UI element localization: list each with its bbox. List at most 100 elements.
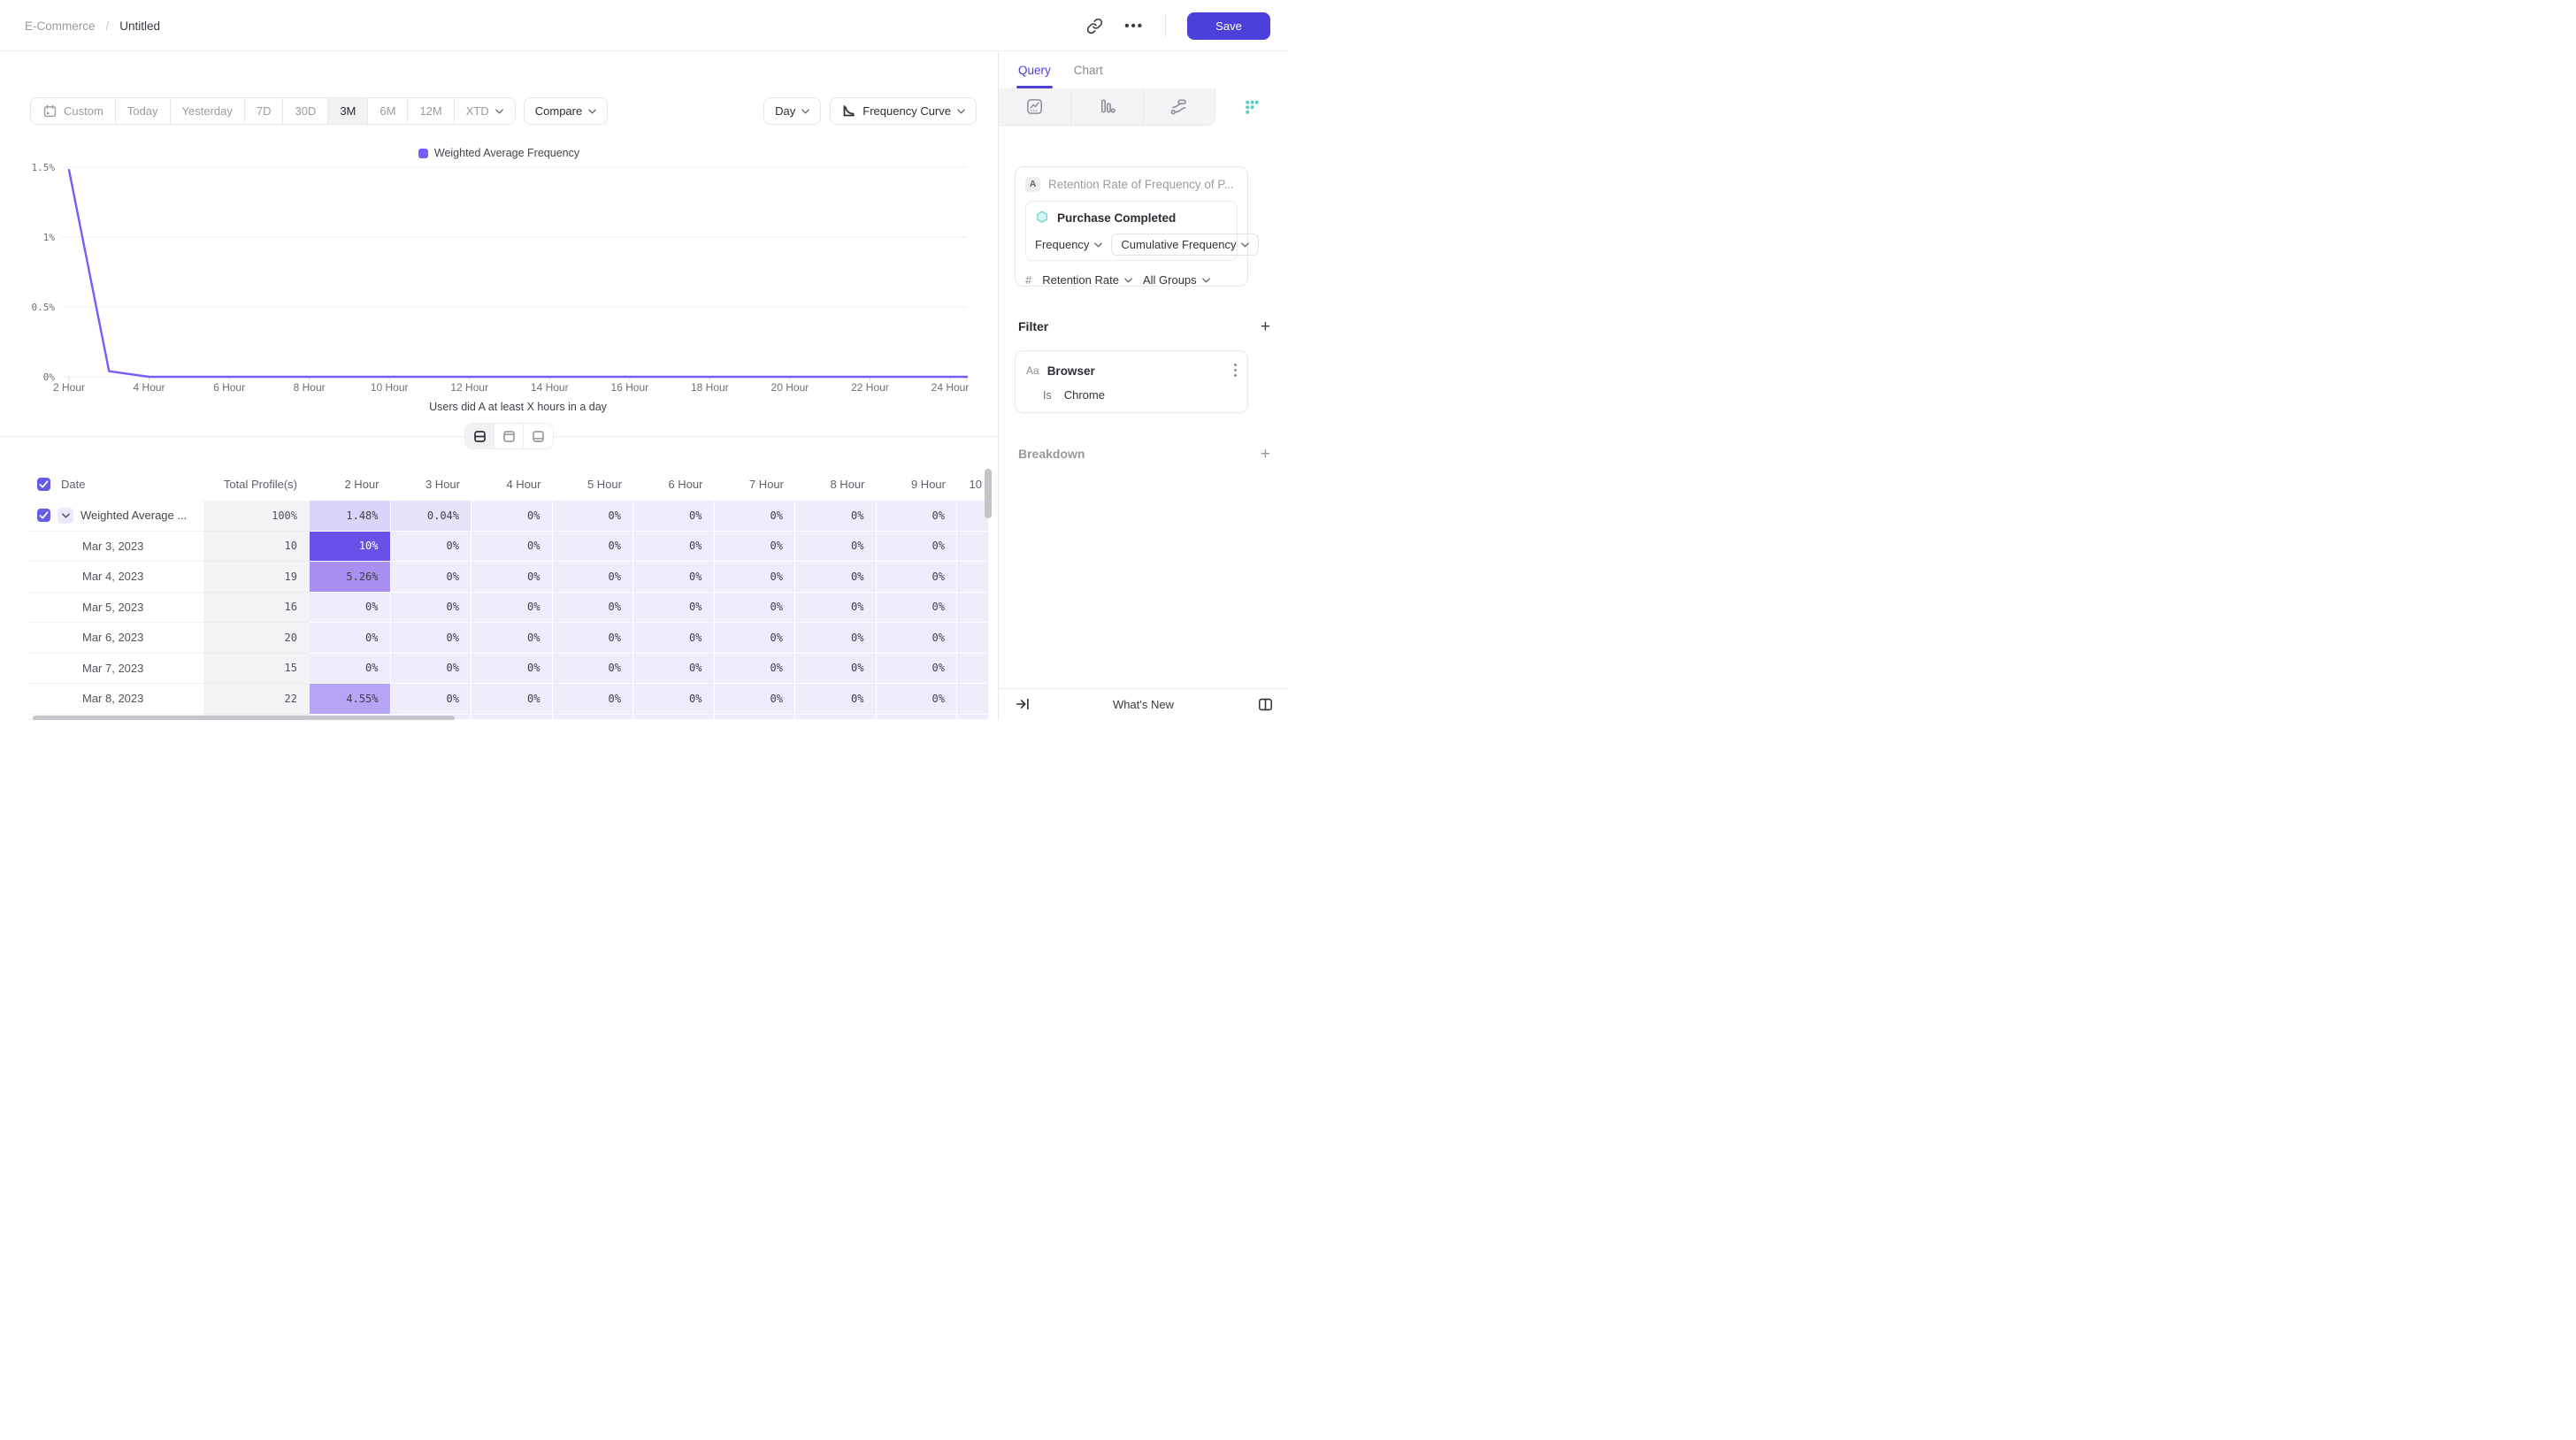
vertical-scrollbar[interactable] — [985, 469, 992, 518]
cell-value: 0% — [932, 570, 945, 583]
row-date-label: Mar 8, 2023 — [82, 692, 144, 706]
chart-type-flows[interactable] — [1143, 88, 1216, 126]
range-xtd[interactable]: XTD — [454, 98, 515, 124]
compare-button[interactable]: Compare — [523, 97, 609, 125]
panel-layout-icon[interactable] — [1257, 696, 1274, 717]
cell-value: 1.48% — [346, 509, 379, 522]
horizontal-scrollbar[interactable] — [33, 716, 455, 720]
chart-view-button[interactable]: Frequency Curve — [830, 97, 977, 125]
filter-operator[interactable]: Is — [1043, 388, 1052, 402]
chart-type-funnels[interactable] — [1070, 88, 1144, 126]
total-profiles-cell: 16 — [203, 592, 310, 623]
cell-value: 0% — [446, 631, 459, 644]
date-range-control: Custom Today Yesterday 7D 30D 3M 6M 12M XTD — [30, 97, 516, 125]
layout-table-toggle[interactable] — [524, 424, 553, 448]
cell-value: 0% — [689, 601, 702, 614]
row-checkbox[interactable] — [37, 509, 50, 523]
layout-chart-toggle[interactable] — [494, 424, 524, 448]
tab-query[interactable]: Query — [1016, 52, 1053, 88]
table-row: Mar 5, 2023 16 0% 0% 0% 0% 0% 0% 0% 0% — [27, 592, 989, 623]
range-label: Today — [126, 104, 158, 118]
expand-row-button[interactable] — [58, 507, 73, 524]
tab-chart[interactable]: Chart — [1074, 52, 1103, 88]
granularity-button[interactable]: Day — [763, 97, 822, 125]
measure-dropdown[interactable]: Cumulative Frequency — [1111, 234, 1260, 256]
cell-value: 0% — [932, 601, 945, 614]
heat-cell: 0% — [876, 531, 957, 562]
report-title[interactable]: Untitled — [119, 19, 161, 33]
collapse-sidebar-icon[interactable] — [1015, 696, 1031, 716]
x-tick-label: 20 Hour — [771, 381, 809, 394]
x-tick-label: 6 Hour — [213, 381, 245, 394]
hour-header-label: 7 Hour — [748, 477, 784, 491]
range-custom[interactable]: Custom — [31, 98, 116, 124]
x-tick-label: 8 Hour — [294, 381, 326, 394]
heat-cell: 0% — [390, 531, 472, 562]
hour-column-header: 5 Hour — [553, 467, 634, 501]
filter-property-row[interactable]: Aa Browser — [1026, 360, 1237, 381]
save-button[interactable]: Save — [1187, 11, 1270, 40]
range-30d[interactable]: 30D — [283, 98, 329, 124]
table-header-row: Date Total Profile(s) 2 Hour 3 Hour 4 Hour 5 … — [27, 467, 989, 501]
range-label: Yesterday — [181, 104, 233, 118]
heat-cell: 0% — [472, 684, 553, 715]
frequency-dropdown[interactable]: Frequency — [1035, 238, 1103, 251]
granularity-label: Day — [775, 104, 796, 118]
cell-value: 0% — [446, 540, 459, 553]
cell-value: 0% — [770, 570, 783, 583]
summary-row: Weighted Average ... 100% 1.48% 0.04% 0% 0% 0%… — [27, 501, 989, 532]
more-options-icon[interactable]: ••• — [1124, 18, 1144, 34]
range-label: Custom — [64, 104, 104, 118]
groups-label: All Groups — [1142, 273, 1197, 287]
retention-rate-dropdown[interactable]: Retention Rate — [1042, 273, 1132, 287]
chart-type-insights[interactable] — [999, 88, 1071, 126]
frequency-curve-icon — [843, 105, 855, 117]
heat-cell: 0% — [795, 592, 877, 623]
chart-type-retention[interactable] — [1215, 88, 1288, 126]
range-12m[interactable]: 12M — [408, 98, 455, 124]
range-yesterday[interactable]: Yesterday — [170, 98, 245, 124]
copy-link-icon[interactable] — [1086, 18, 1103, 34]
cell-value: 0% — [608, 631, 621, 644]
frequency-curve-chart: 0% 0.5% 1% 1.5% 2 Hour 4 Hour 6 Hour 8 Hour 10 H… — [32, 162, 970, 413]
breadcrumb-project[interactable]: E-Commerce — [25, 19, 96, 33]
heat-cell: 0.04% — [390, 501, 472, 532]
split-view-icon — [473, 430, 486, 442]
query-sidebar: Query Chart — [998, 52, 1288, 720]
add-breakdown-icon[interactable]: + — [1260, 444, 1270, 463]
whats-new-link[interactable]: What's New — [1113, 698, 1174, 711]
total-value: 15 — [284, 662, 297, 675]
row-date-label: Mar 6, 2023 — [82, 631, 144, 645]
heat-cell — [795, 714, 877, 720]
add-filter-icon[interactable]: + — [1260, 317, 1270, 336]
frequency-label: Frequency — [1035, 238, 1090, 251]
filter-menu-icon[interactable] — [1234, 364, 1237, 377]
heat-cell: 0% — [795, 623, 877, 654]
total-profiles-cell: 15 — [203, 653, 310, 684]
layout-split-toggle[interactable] — [465, 424, 494, 448]
groups-dropdown[interactable]: All Groups — [1143, 273, 1210, 287]
row-label: Weighted Average ... — [80, 509, 188, 523]
heat-cell — [552, 714, 633, 720]
filter-value[interactable]: Chrome — [1063, 388, 1105, 402]
series-title[interactable]: Retention Rate of Frequency of P... — [1048, 177, 1234, 191]
range-7d[interactable]: 7D — [244, 98, 284, 124]
row-date-label: Mar 3, 2023 — [82, 539, 144, 553]
clipped-heat-cell — [957, 623, 989, 654]
breakdown-table: Date Total Profile(s) 2 Hour 3 Hour 4 Hour 5 … — [27, 467, 989, 720]
heat-cell: 10% — [310, 531, 391, 562]
cell-value: 0% — [527, 540, 540, 553]
cell-value: 0% — [851, 601, 864, 614]
range-6m[interactable]: 6M — [368, 98, 409, 124]
event-selector[interactable]: Purchase Completed — [1035, 209, 1228, 226]
total-profiles-cell: 10 — [203, 531, 310, 562]
heat-cell: 0% — [472, 531, 553, 562]
calendar-icon — [43, 104, 57, 118]
x-tick-label: 18 Hour — [691, 381, 729, 394]
range-today[interactable]: Today — [115, 98, 171, 124]
chevron-down-icon — [1124, 277, 1132, 283]
query-series-card: A Retention Rate of Frequency of P... Pu… — [1015, 166, 1260, 287]
range-3m[interactable]: 3M — [328, 98, 369, 124]
select-all-checkbox[interactable] — [37, 477, 50, 491]
y-tick-label: 0% — [43, 371, 56, 383]
